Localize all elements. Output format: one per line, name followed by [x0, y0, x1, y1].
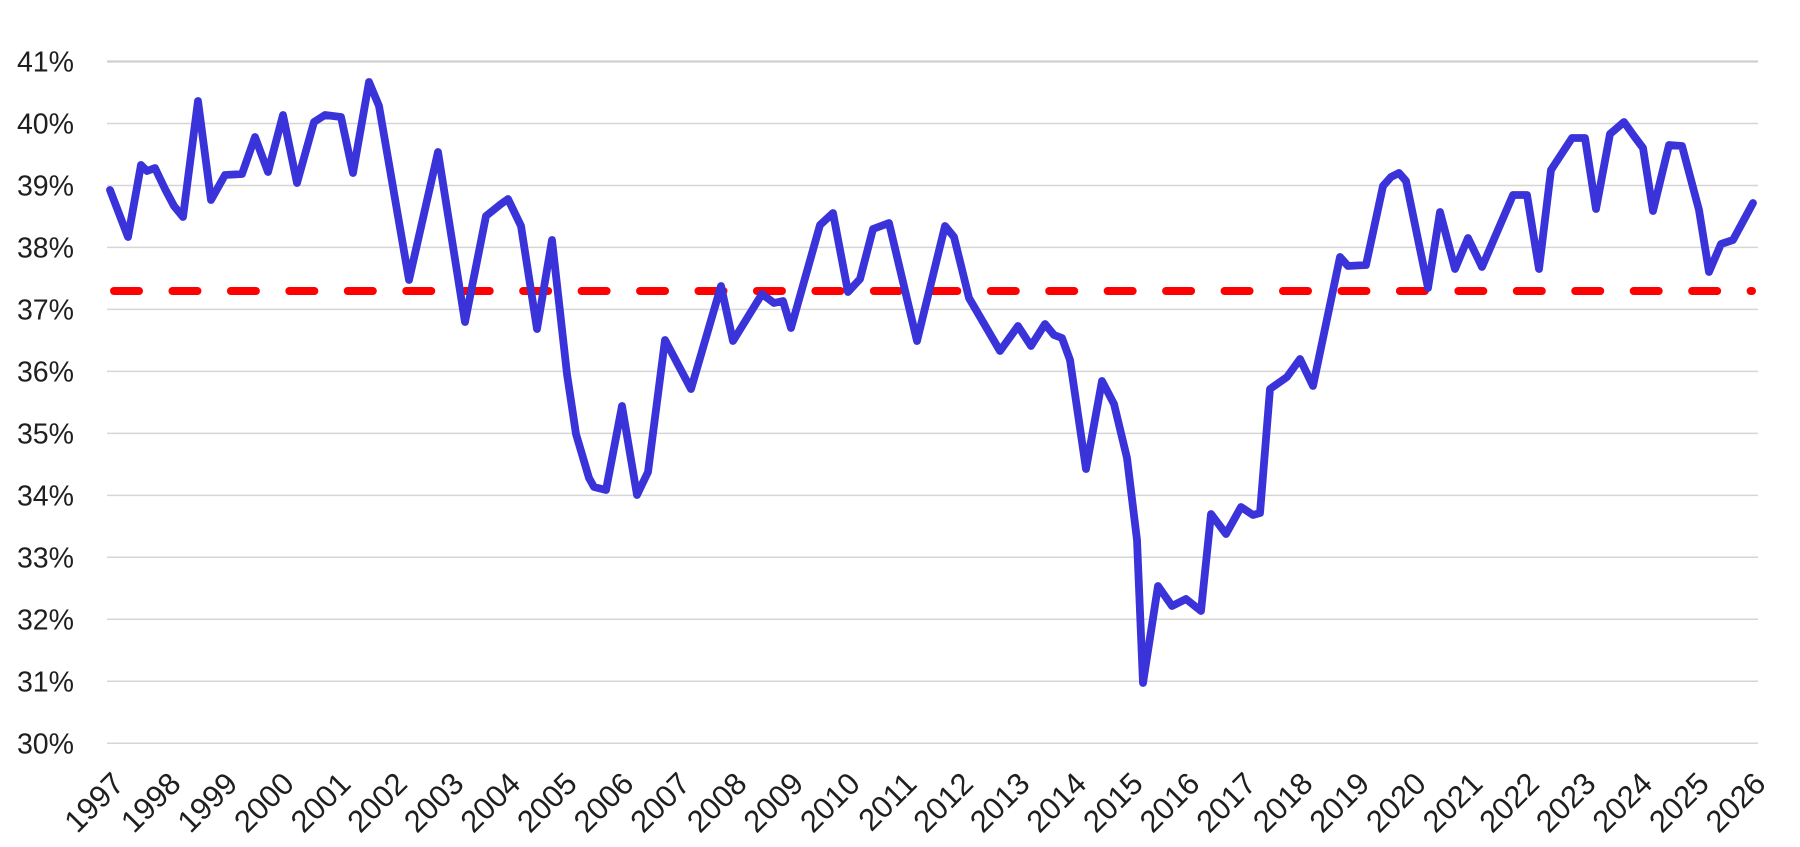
svg-text:2009: 2009: [737, 766, 811, 840]
svg-text:2015: 2015: [1076, 766, 1150, 840]
svg-text:2014: 2014: [1020, 766, 1094, 840]
svg-text:2008: 2008: [680, 766, 754, 840]
svg-text:1999: 1999: [171, 766, 245, 840]
svg-text:38%: 38%: [17, 232, 74, 264]
svg-text:2010: 2010: [793, 766, 867, 840]
svg-text:2001: 2001: [284, 766, 358, 840]
svg-text:2007: 2007: [623, 766, 697, 840]
svg-text:2023: 2023: [1529, 766, 1603, 840]
svg-text:2018: 2018: [1246, 766, 1320, 840]
svg-text:35%: 35%: [17, 418, 74, 450]
svg-text:2017: 2017: [1189, 766, 1263, 840]
svg-text:2002: 2002: [340, 766, 414, 840]
svg-text:31%: 31%: [17, 666, 74, 698]
svg-text:40%: 40%: [17, 109, 74, 141]
svg-text:39%: 39%: [17, 171, 74, 203]
svg-text:2026: 2026: [1699, 766, 1773, 840]
svg-text:2006: 2006: [567, 766, 641, 840]
svg-text:1998: 1998: [114, 766, 188, 840]
svg-text:37%: 37%: [17, 294, 74, 326]
svg-text:2000: 2000: [227, 766, 301, 840]
svg-text:2019: 2019: [1303, 766, 1377, 840]
svg-text:2003: 2003: [397, 766, 471, 840]
svg-text:2021: 2021: [1416, 766, 1490, 840]
svg-text:2024: 2024: [1586, 766, 1660, 840]
svg-text:2011: 2011: [851, 766, 923, 838]
svg-text:2025: 2025: [1642, 766, 1716, 840]
svg-text:2012: 2012: [906, 766, 980, 840]
svg-text:1997: 1997: [57, 766, 131, 840]
svg-text:41%: 41%: [17, 47, 74, 79]
svg-text:34%: 34%: [17, 480, 74, 512]
svg-text:36%: 36%: [17, 356, 74, 388]
svg-text:2005: 2005: [510, 766, 584, 840]
svg-text:2022: 2022: [1472, 766, 1546, 840]
svg-text:30%: 30%: [17, 728, 74, 760]
svg-text:32%: 32%: [17, 604, 74, 636]
svg-text:33%: 33%: [17, 542, 74, 574]
svg-text:2013: 2013: [963, 766, 1037, 840]
svg-text:2016: 2016: [1133, 766, 1207, 840]
svg-text:2020: 2020: [1359, 766, 1433, 840]
svg-text:2004: 2004: [454, 766, 528, 840]
